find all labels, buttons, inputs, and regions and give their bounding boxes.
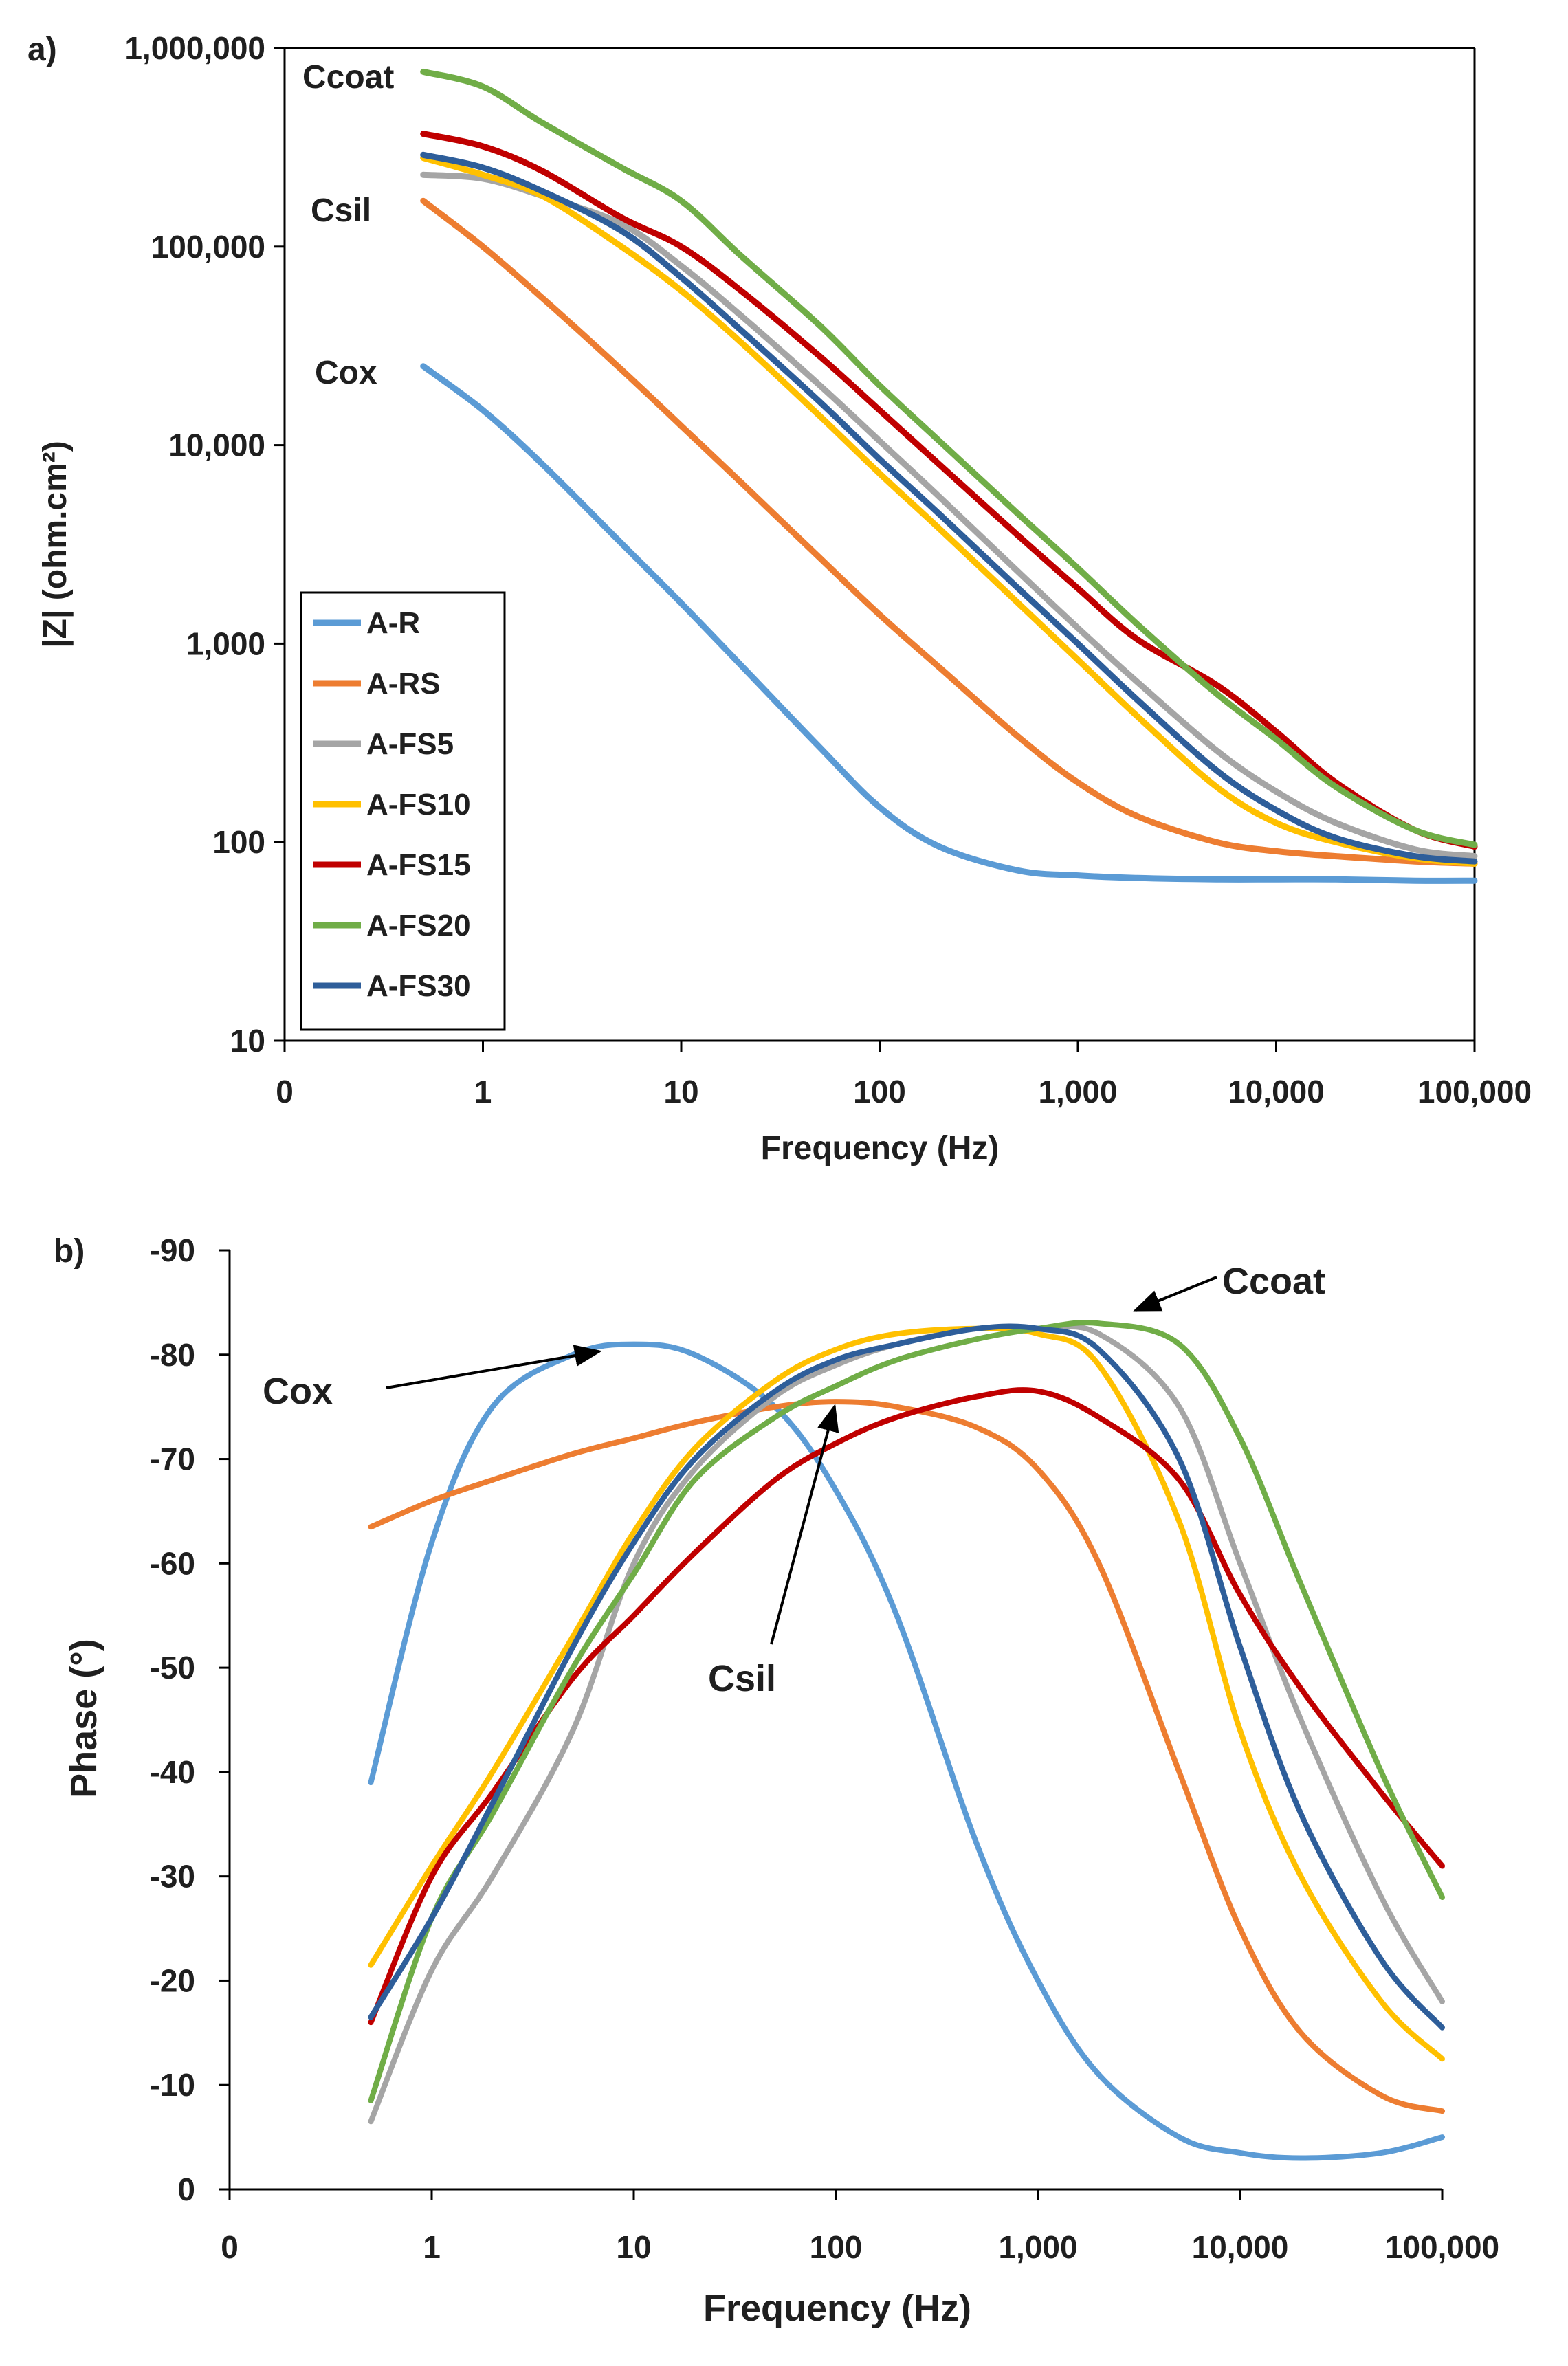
panel-b-series-a-rs [368, 1399, 1445, 2114]
panel-b-y-tick-label: -60 [150, 1545, 195, 1581]
panel-a-annotation-ccoat: Ccoat [302, 59, 394, 96]
panel-a-x-title: Frequency (Hz) [761, 1130, 1000, 1167]
panel-a-annotation-cox: Cox [315, 355, 377, 391]
panel-a-y-tick-label: 1,000,000 [124, 30, 265, 66]
bode-phase-chart: b) 0 -10 -20 -30 -40 -50 -60 -70 -80 -90 0 1 10 100 1… [54, 1232, 1499, 2329]
panel-a-y-tick-label: 100 [212, 824, 265, 860]
panel-a-series-a-fs15 [420, 131, 1478, 850]
panel-b-series-a-fs10 [368, 1325, 1445, 2062]
panel-b-x-tick-label: 100 [810, 2229, 863, 2265]
panel-b-series-a-fs30 [368, 1323, 1445, 2031]
panel-a-x-tick-label: 10,000 [1228, 1074, 1325, 1109]
panel-b-annotation-ccoat: Ccoat [1222, 1261, 1325, 1302]
panel-b-arrow-ccoat [1133, 1276, 1217, 1312]
panel-a-y-tick-label: 1,000 [186, 626, 265, 661]
panel-a-x-tick-label: 1,000 [1038, 1074, 1117, 1109]
panel-a-x-tick-label: 0 [276, 1074, 294, 1109]
panel-b-annotation-csil: Csil [708, 1658, 776, 1699]
panel-b-series-a-fs20 [368, 1320, 1445, 2103]
legend-label-a-fs10: A-FS10 [366, 788, 471, 821]
panel-b-y-tick-label: -80 [150, 1337, 195, 1373]
bode-magnitude-chart: a) 10 100 1,000 10,000 100,000 1,000,000 0 1 10… [27, 30, 1532, 1167]
panel-a-x-tick-label: 10 [663, 1074, 698, 1109]
panel-a-series-a-rs [420, 197, 1478, 867]
legend-label-a-rs: A-RS [366, 667, 441, 700]
panel-a-x-tick-label: 1 [474, 1074, 492, 1109]
panel-b-y-tick-label: -50 [150, 1650, 195, 1685]
panel-b-arrow-cox [386, 1345, 602, 1389]
panel-b-y-tick-label: -30 [150, 1859, 195, 1894]
panel-a-x-tick-label: 100 [853, 1074, 906, 1109]
panel-a-series-a-fs5 [420, 171, 1478, 860]
panel-b-x-tick-label: 100,000 [1385, 2229, 1499, 2265]
panel-a-x-tick-label: 100,000 [1417, 1074, 1532, 1109]
panel-b-y-tick-label: 0 [177, 2171, 195, 2207]
panel-b-x-tick-label: 1,000 [998, 2229, 1077, 2265]
legend-label-a-fs5: A-FS5 [366, 727, 454, 761]
panel-a-y-tick-label: 10,000 [168, 428, 265, 463]
panel-a-y-tick-label: 10 [230, 1023, 265, 1059]
panel-b-y-title: Phase (°) [63, 1639, 104, 1798]
panel-a-label: a) [27, 32, 57, 68]
legend-label-a-fs30: A-FS30 [366, 969, 471, 1003]
panel-b-x-title: Frequency (Hz) [703, 2288, 971, 2329]
panel-b-y-tick-label: -20 [150, 1963, 195, 1998]
panel-b-arrow-csil [770, 1404, 839, 1645]
panel-a-series-a-fs10 [420, 155, 1478, 867]
panel-b-x-tick-label: 10 [616, 2229, 651, 2265]
legend-label-a-fs15: A-FS15 [366, 848, 471, 882]
panel-b-y-tick-label: -90 [150, 1232, 195, 1268]
panel-a-legend: A-R A-RS A-FS5 A-FS10 A-FS15 A-FS20 A-FS30 [300, 591, 506, 1031]
panel-a-series-a-fs30 [420, 151, 1478, 865]
panel-a-y-title: |Z| (ohm.cm²) [37, 441, 74, 648]
panel-b-y-tick-label: -40 [150, 1754, 195, 1790]
panel-a-series-a-r [420, 363, 1478, 884]
legend-label-a-r: A-R [366, 606, 420, 640]
panel-b-series-a-r [368, 1341, 1445, 2161]
panel-b-x-tick-label: 0 [221, 2229, 239, 2265]
panel-a-y-tick-label: 100,000 [151, 229, 265, 265]
panel-b-annotation-cox: Cox [263, 1371, 333, 1412]
panel-a-series-a-fs20 [420, 68, 1478, 848]
panel-b-x-tick-label: 10,000 [1192, 2229, 1289, 2265]
panel-a-annotation-csil: Csil [311, 192, 371, 229]
panel-b-x-tick-label: 1 [423, 2229, 441, 2265]
panel-b-label: b) [54, 1233, 85, 1270]
legend-box [300, 591, 506, 1031]
panel-b-y-tick-label: -10 [150, 2067, 195, 2103]
legend-label-a-fs20: A-FS20 [366, 909, 471, 942]
panel-b-y-tick-label: -70 [150, 1441, 195, 1477]
